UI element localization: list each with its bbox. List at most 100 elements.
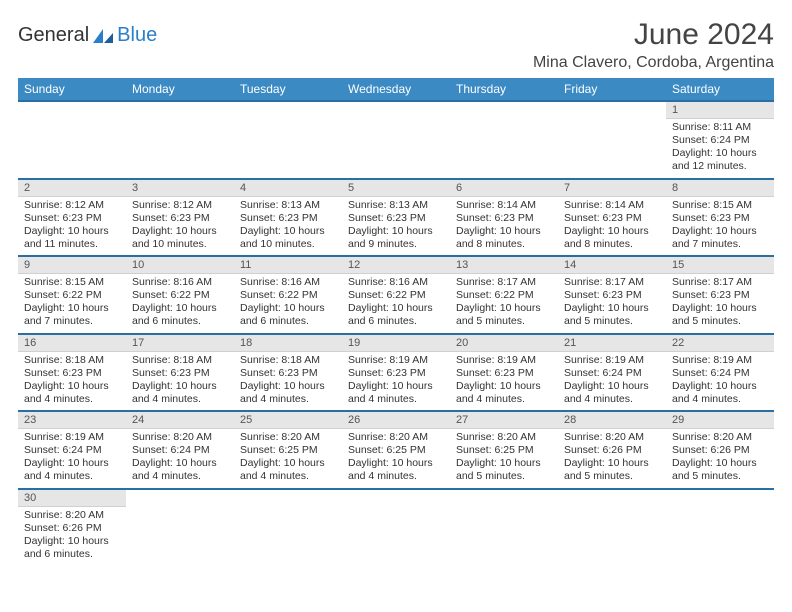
calendar-day-cell: 10Sunrise: 8:16 AMSunset: 6:22 PMDayligh…: [126, 256, 234, 334]
sunset-text: Sunset: 6:23 PM: [24, 367, 120, 380]
calendar-day-cell: [18, 101, 126, 179]
day-details: Sunrise: 8:15 AMSunset: 6:23 PMDaylight:…: [666, 197, 774, 256]
sunrise-text: Sunrise: 8:19 AM: [672, 354, 768, 367]
daylight-text: Daylight: 10 hours and 4 minutes.: [24, 380, 120, 406]
sunset-text: Sunset: 6:23 PM: [348, 212, 444, 225]
calendar-day-cell: [666, 489, 774, 566]
daylight-text: Daylight: 10 hours and 6 minutes.: [240, 302, 336, 328]
sunset-text: Sunset: 6:23 PM: [348, 367, 444, 380]
day-details: Sunrise: 8:13 AMSunset: 6:23 PMDaylight:…: [342, 197, 450, 256]
day-details: Sunrise: 8:19 AMSunset: 6:23 PMDaylight:…: [342, 352, 450, 411]
sunrise-text: Sunrise: 8:13 AM: [240, 199, 336, 212]
sunset-text: Sunset: 6:24 PM: [672, 134, 768, 147]
sunset-text: Sunset: 6:22 PM: [240, 289, 336, 302]
day-number: 22: [666, 335, 774, 352]
sunset-text: Sunset: 6:23 PM: [456, 367, 552, 380]
day-number: 20: [450, 335, 558, 352]
day-number: 28: [558, 412, 666, 429]
sunrise-text: Sunrise: 8:12 AM: [24, 199, 120, 212]
calendar-day-cell: 8Sunrise: 8:15 AMSunset: 6:23 PMDaylight…: [666, 179, 774, 257]
daylight-text: Daylight: 10 hours and 10 minutes.: [132, 225, 228, 251]
daylight-text: Daylight: 10 hours and 7 minutes.: [24, 302, 120, 328]
sunrise-text: Sunrise: 8:20 AM: [24, 509, 120, 522]
calendar-week-row: 30Sunrise: 8:20 AMSunset: 6:26 PMDayligh…: [18, 489, 774, 566]
daylight-text: Daylight: 10 hours and 4 minutes.: [672, 380, 768, 406]
sunset-text: Sunset: 6:23 PM: [132, 367, 228, 380]
calendar-day-cell: 17Sunrise: 8:18 AMSunset: 6:23 PMDayligh…: [126, 334, 234, 412]
day-details: Sunrise: 8:20 AMSunset: 6:26 PMDaylight:…: [666, 429, 774, 488]
daylight-text: Daylight: 10 hours and 4 minutes.: [456, 380, 552, 406]
sunrise-text: Sunrise: 8:19 AM: [456, 354, 552, 367]
sail-icon: [91, 27, 115, 45]
daylight-text: Daylight: 10 hours and 5 minutes.: [564, 457, 660, 483]
calendar-day-cell: 20Sunrise: 8:19 AMSunset: 6:23 PMDayligh…: [450, 334, 558, 412]
calendar-day-cell: [126, 489, 234, 566]
day-number: 30: [18, 490, 126, 507]
sunset-text: Sunset: 6:22 PM: [456, 289, 552, 302]
calendar-day-cell: 9Sunrise: 8:15 AMSunset: 6:22 PMDaylight…: [18, 256, 126, 334]
calendar-day-cell: 2Sunrise: 8:12 AMSunset: 6:23 PMDaylight…: [18, 179, 126, 257]
weekday-header: Thursday: [450, 78, 558, 101]
sunrise-text: Sunrise: 8:20 AM: [240, 431, 336, 444]
calendar-day-cell: 6Sunrise: 8:14 AMSunset: 6:23 PMDaylight…: [450, 179, 558, 257]
brand-text-2: Blue: [117, 24, 157, 47]
sunset-text: Sunset: 6:23 PM: [564, 289, 660, 302]
calendar-day-cell: 7Sunrise: 8:14 AMSunset: 6:23 PMDaylight…: [558, 179, 666, 257]
daylight-text: Daylight: 10 hours and 5 minutes.: [456, 457, 552, 483]
day-details: Sunrise: 8:19 AMSunset: 6:24 PMDaylight:…: [558, 352, 666, 411]
weekday-header: Tuesday: [234, 78, 342, 101]
day-details: Sunrise: 8:12 AMSunset: 6:23 PMDaylight:…: [126, 197, 234, 256]
sunrise-text: Sunrise: 8:20 AM: [456, 431, 552, 444]
sunset-text: Sunset: 6:23 PM: [240, 212, 336, 225]
sunset-text: Sunset: 6:22 PM: [132, 289, 228, 302]
calendar-day-cell: [342, 101, 450, 179]
sunrise-text: Sunrise: 8:11 AM: [672, 121, 768, 134]
day-details: Sunrise: 8:16 AMSunset: 6:22 PMDaylight:…: [234, 274, 342, 333]
day-number: 29: [666, 412, 774, 429]
calendar-day-cell: [450, 489, 558, 566]
daylight-text: Daylight: 10 hours and 4 minutes.: [24, 457, 120, 483]
day-number: 19: [342, 335, 450, 352]
day-details: Sunrise: 8:19 AMSunset: 6:23 PMDaylight:…: [450, 352, 558, 411]
calendar-table: Sunday Monday Tuesday Wednesday Thursday…: [18, 78, 774, 565]
calendar-week-row: 16Sunrise: 8:18 AMSunset: 6:23 PMDayligh…: [18, 334, 774, 412]
calendar-day-cell: 30Sunrise: 8:20 AMSunset: 6:26 PMDayligh…: [18, 489, 126, 566]
day-details: Sunrise: 8:18 AMSunset: 6:23 PMDaylight:…: [234, 352, 342, 411]
sunrise-text: Sunrise: 8:14 AM: [456, 199, 552, 212]
daylight-text: Daylight: 10 hours and 5 minutes.: [564, 302, 660, 328]
daylight-text: Daylight: 10 hours and 12 minutes.: [672, 147, 768, 173]
sunrise-text: Sunrise: 8:14 AM: [564, 199, 660, 212]
day-details: Sunrise: 8:20 AMSunset: 6:26 PMDaylight:…: [558, 429, 666, 488]
calendar-day-cell: 29Sunrise: 8:20 AMSunset: 6:26 PMDayligh…: [666, 411, 774, 489]
month-title: June 2024: [533, 18, 774, 52]
day-number: 10: [126, 257, 234, 274]
daylight-text: Daylight: 10 hours and 10 minutes.: [240, 225, 336, 251]
sunrise-text: Sunrise: 8:19 AM: [564, 354, 660, 367]
day-details: Sunrise: 8:14 AMSunset: 6:23 PMDaylight:…: [558, 197, 666, 256]
calendar-day-cell: 24Sunrise: 8:20 AMSunset: 6:24 PMDayligh…: [126, 411, 234, 489]
sunset-text: Sunset: 6:26 PM: [564, 444, 660, 457]
calendar-day-cell: 25Sunrise: 8:20 AMSunset: 6:25 PMDayligh…: [234, 411, 342, 489]
sunrise-text: Sunrise: 8:16 AM: [132, 276, 228, 289]
sunset-text: Sunset: 6:23 PM: [24, 212, 120, 225]
day-number: 2: [18, 180, 126, 197]
calendar-day-cell: 23Sunrise: 8:19 AMSunset: 6:24 PMDayligh…: [18, 411, 126, 489]
calendar-day-cell: 13Sunrise: 8:17 AMSunset: 6:22 PMDayligh…: [450, 256, 558, 334]
calendar-day-cell: [558, 489, 666, 566]
calendar-day-cell: 15Sunrise: 8:17 AMSunset: 6:23 PMDayligh…: [666, 256, 774, 334]
sunset-text: Sunset: 6:23 PM: [672, 289, 768, 302]
calendar-day-cell: 12Sunrise: 8:16 AMSunset: 6:22 PMDayligh…: [342, 256, 450, 334]
calendar-day-cell: [234, 101, 342, 179]
sunset-text: Sunset: 6:24 PM: [564, 367, 660, 380]
sunset-text: Sunset: 6:23 PM: [456, 212, 552, 225]
day-details: Sunrise: 8:19 AMSunset: 6:24 PMDaylight:…: [666, 352, 774, 411]
sunrise-text: Sunrise: 8:20 AM: [132, 431, 228, 444]
daylight-text: Daylight: 10 hours and 6 minutes.: [348, 302, 444, 328]
sunset-text: Sunset: 6:23 PM: [240, 367, 336, 380]
calendar-day-cell: 5Sunrise: 8:13 AMSunset: 6:23 PMDaylight…: [342, 179, 450, 257]
sunrise-text: Sunrise: 8:15 AM: [672, 199, 768, 212]
day-number: 11: [234, 257, 342, 274]
calendar-day-cell: 1Sunrise: 8:11 AMSunset: 6:24 PMDaylight…: [666, 101, 774, 179]
calendar-day-cell: 26Sunrise: 8:20 AMSunset: 6:25 PMDayligh…: [342, 411, 450, 489]
weekday-header: Monday: [126, 78, 234, 101]
